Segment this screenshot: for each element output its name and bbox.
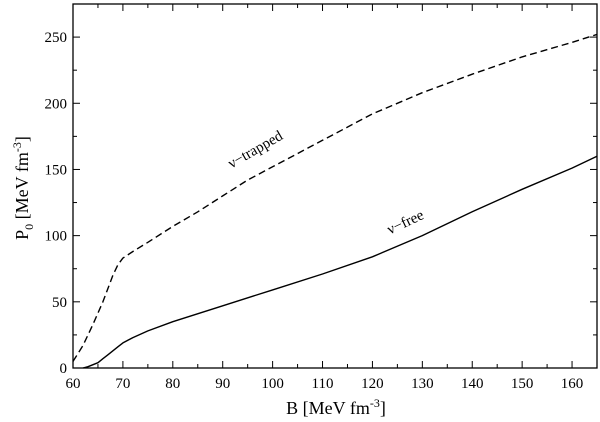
- x-tick-label: 140: [461, 376, 484, 392]
- annotations: ν−trapped ν−free: [226, 128, 427, 238]
- y-tick-label: 250: [45, 30, 68, 46]
- x-tick-label: 60: [66, 376, 81, 392]
- y-tick-label: 0: [60, 361, 68, 377]
- x-tick-label: 110: [312, 376, 334, 392]
- y-tick-label: 200: [45, 96, 68, 112]
- x-axis-title: B [MeV fm-3]: [286, 396, 386, 418]
- y-tick-label: 150: [45, 162, 68, 178]
- series-line-nu-trapped: [72, 33, 598, 362]
- x-tick-label: 70: [115, 376, 130, 392]
- series-lines: [72, 33, 598, 369]
- plot-area: [72, 3, 598, 369]
- x-tick-label: 80: [165, 376, 180, 392]
- y-axis-title-close: ]: [12, 136, 32, 142]
- x-tick-label: 90: [215, 376, 230, 392]
- series-line-nu-free: [82, 155, 598, 369]
- x-tick-label: 150: [511, 376, 534, 392]
- x-tick-label: 100: [261, 376, 284, 392]
- y-axis-title-sub: 0: [22, 224, 36, 230]
- annotation-nu-trapped: ν−trapped: [226, 128, 287, 172]
- y-axis-title-sup: -3: [10, 142, 24, 152]
- x-axis-title-main: B [MeV fm: [286, 398, 370, 418]
- y-axis-title: P0 [MeV fm-3]: [10, 136, 36, 240]
- plot-frame: [72, 3, 598, 369]
- y-axis-title-rest: [MeV fm: [12, 152, 32, 224]
- x-axis-title-close: ]: [380, 398, 386, 418]
- axis-ticks: 60 70 80 90 100 110 120 130 140 150 160 0 50 100 150 20…: [45, 4, 597, 392]
- x-tick-label: 160: [561, 376, 584, 392]
- x-tick-label: 130: [411, 376, 434, 392]
- y-axis-title-main: P: [12, 230, 32, 240]
- annotation-nu-free: ν−free: [385, 207, 427, 238]
- y-tick-label: 50: [52, 295, 67, 311]
- y-tick-label: 100: [45, 229, 68, 245]
- x-tick-label: 120: [361, 376, 384, 392]
- x-axis-title-sup: -3: [370, 396, 380, 410]
